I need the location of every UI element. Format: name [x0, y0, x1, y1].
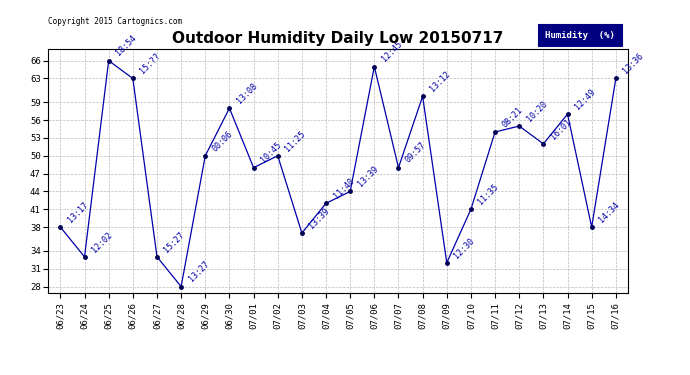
- Text: 11:35: 11:35: [477, 183, 500, 207]
- Text: 12:45: 12:45: [380, 40, 404, 64]
- Text: 12:30: 12:30: [453, 236, 476, 260]
- Text: 11:40: 11:40: [332, 177, 355, 201]
- Text: 13:08: 13:08: [235, 81, 259, 105]
- Text: Copyright 2015 Cartognics.com: Copyright 2015 Cartognics.com: [48, 17, 182, 26]
- Text: 11:25: 11:25: [284, 129, 307, 153]
- Text: 13:39: 13:39: [356, 165, 380, 189]
- Text: 12:49: 12:49: [573, 87, 597, 111]
- Text: 10:20: 10:20: [525, 99, 549, 123]
- Text: 18:54: 18:54: [115, 34, 138, 58]
- Text: 15:??: 15:??: [139, 52, 162, 76]
- Text: 13:36: 13:36: [622, 52, 645, 76]
- Text: 10:45: 10:45: [259, 141, 283, 165]
- Title: Outdoor Humidity Daily Low 20150717: Outdoor Humidity Daily Low 20150717: [172, 31, 504, 46]
- Text: Humidity  (%): Humidity (%): [545, 31, 615, 40]
- Text: 13:12: 13:12: [428, 69, 452, 93]
- Bar: [538, 24, 622, 46]
- Text: 13:27: 13:27: [187, 260, 210, 284]
- Text: 16:01: 16:01: [549, 117, 573, 141]
- Text: 00:06: 00:06: [211, 129, 235, 153]
- Text: 13:17: 13:17: [66, 200, 90, 224]
- Text: 13:39: 13:39: [308, 206, 331, 230]
- Text: 09:57: 09:57: [404, 141, 428, 165]
- Text: 15:27: 15:27: [163, 230, 186, 254]
- Text: 14:34: 14:34: [598, 200, 621, 224]
- Text: 08:21: 08:21: [501, 105, 524, 129]
- Text: 12:02: 12:02: [90, 230, 114, 254]
